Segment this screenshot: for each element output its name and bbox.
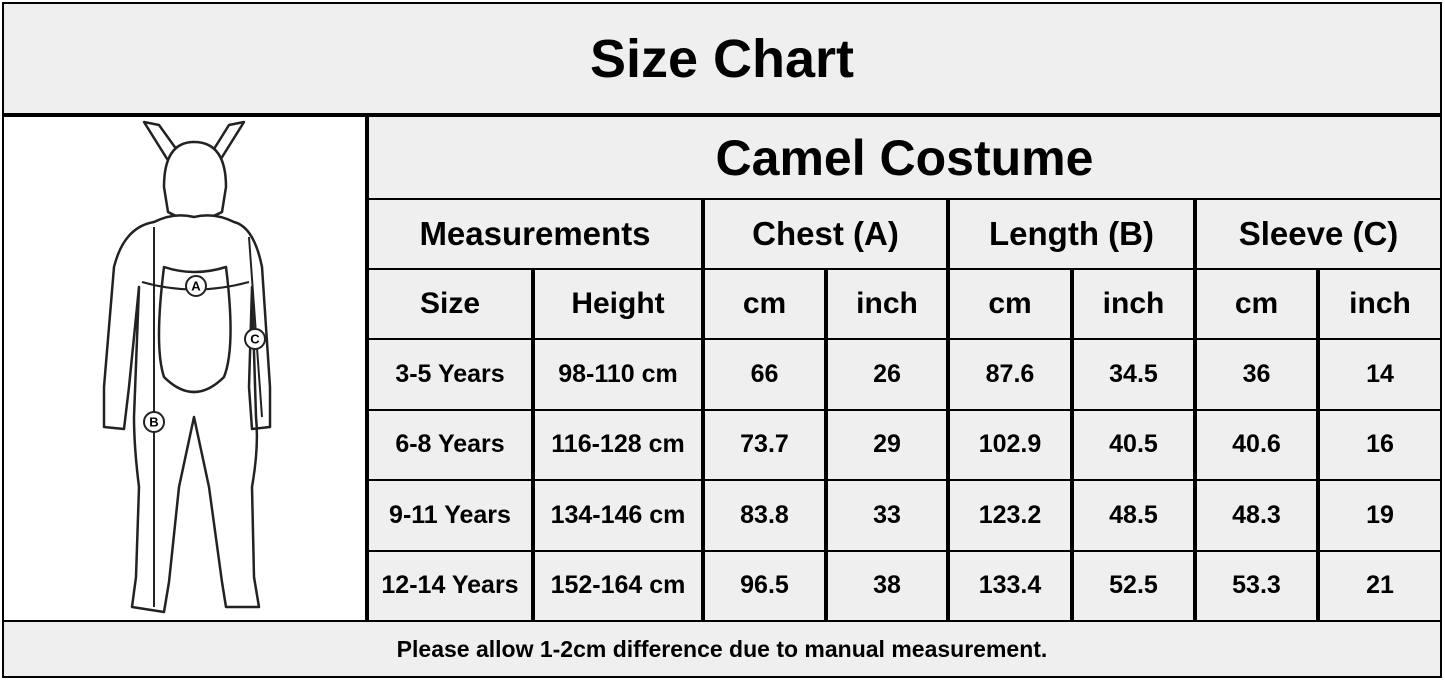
table-cell: 16 <box>1318 408 1442 481</box>
table-title: Camel Costume <box>367 115 1442 200</box>
table-cell: 123.2 <box>948 479 1072 552</box>
table-cell: 33 <box>826 479 948 552</box>
column-header: inch <box>826 268 948 340</box>
table-cell: 9-11 Years <box>367 479 533 552</box>
table-cell: 152-164 cm <box>533 549 703 622</box>
table-cell: 53.3 <box>1195 549 1318 622</box>
column-header: cm <box>1195 268 1318 340</box>
table-cell: 36 <box>1195 338 1318 411</box>
table-cell: 83.8 <box>703 479 826 552</box>
table-cell: 19 <box>1318 479 1442 552</box>
table-cell: 40.6 <box>1195 408 1318 481</box>
column-header: cm <box>703 268 826 340</box>
table-cell: 40.5 <box>1072 408 1195 481</box>
table-cell: 52.5 <box>1072 549 1195 622</box>
table-cell: 96.5 <box>703 549 826 622</box>
table-cell: 116-128 cm <box>533 408 703 481</box>
table-cell: 48.5 <box>1072 479 1195 552</box>
table-cell: 6-8 Years <box>367 408 533 481</box>
table-cell: 12-14 Years <box>367 549 533 622</box>
table-cell: 102.9 <box>948 408 1072 481</box>
figure-label: C <box>250 331 260 346</box>
group-header: Measurements <box>367 198 703 270</box>
table-cell: 14 <box>1318 338 1442 411</box>
group-header: Length (B) <box>948 198 1195 270</box>
figure-panel: A B C <box>2 115 367 622</box>
table-cell: 34.5 <box>1072 338 1195 411</box>
table-cell: 66 <box>703 338 826 411</box>
column-header: inch <box>1318 268 1442 340</box>
figure-label: A <box>191 278 201 293</box>
table-cell: 133.4 <box>948 549 1072 622</box>
page-title: Size Chart <box>2 2 1442 115</box>
table-cell: 87.6 <box>948 338 1072 411</box>
table-cell: 48.3 <box>1195 479 1318 552</box>
table-cell: 73.7 <box>703 408 826 481</box>
costume-illustration: A B C <box>102 120 272 614</box>
table-cell: 3-5 Years <box>367 338 533 411</box>
table-cell: 134-146 cm <box>533 479 703 552</box>
table-cell: 98-110 cm <box>533 338 703 411</box>
table-cell: 29 <box>826 408 948 481</box>
table-cell: 21 <box>1318 549 1442 622</box>
column-header: cm <box>948 268 1072 340</box>
note: Please allow 1-2cm difference due to man… <box>2 620 1442 678</box>
column-header: Size <box>367 268 533 340</box>
table-cell: 38 <box>826 549 948 622</box>
figure-label: B <box>149 414 158 429</box>
column-header: Height <box>533 268 703 340</box>
column-header: inch <box>1072 268 1195 340</box>
group-header: Sleeve (C) <box>1195 198 1442 270</box>
group-header: Chest (A) <box>703 198 948 270</box>
table-cell: 26 <box>826 338 948 411</box>
